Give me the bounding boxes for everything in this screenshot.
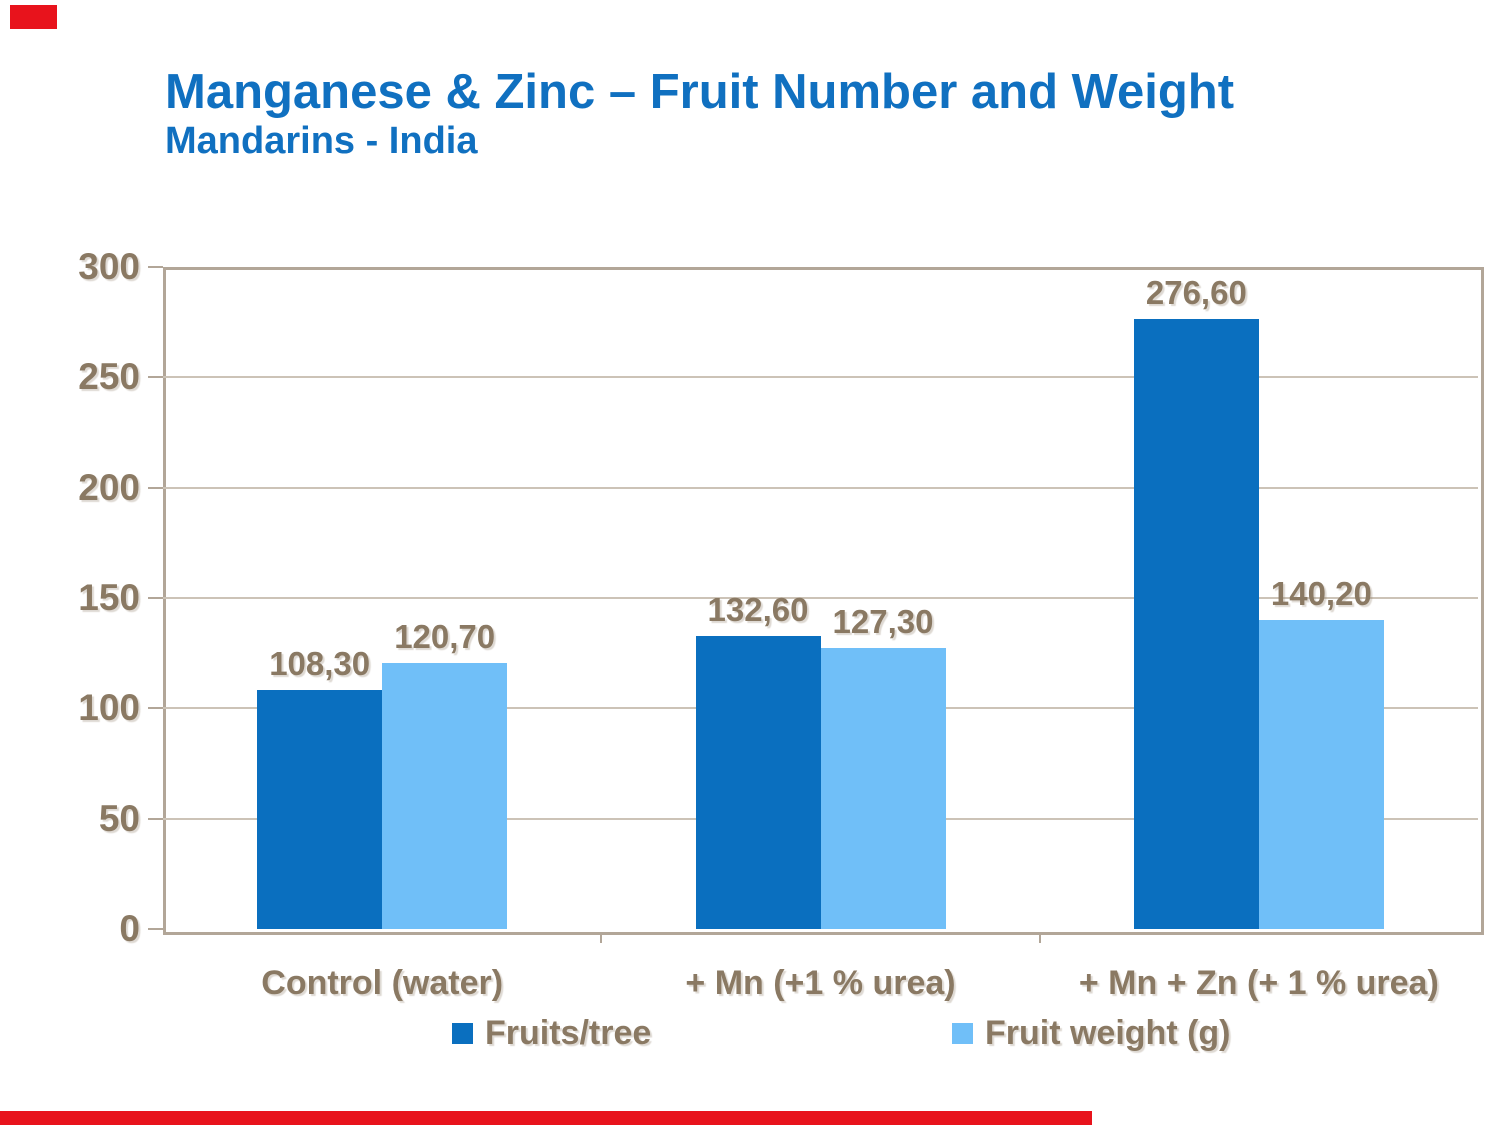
x-axis-category-label: + Mn (+1 % urea) (685, 964, 956, 1002)
y-axis-tick (148, 928, 163, 930)
bar-value-label: 127,30 (832, 603, 934, 641)
bar-fruits-tree (1133, 318, 1259, 929)
x-axis-tick (600, 932, 603, 943)
y-axis-tick-label: 200 (78, 466, 140, 508)
y-axis-tick-label: 100 (78, 687, 140, 729)
legend-item: Fruit weight (g) (952, 1012, 1231, 1054)
y-axis-tick (148, 266, 163, 268)
y-axis-tick (148, 486, 163, 489)
bar-fruits-tree (257, 690, 383, 929)
y-axis-tick (148, 817, 163, 820)
plot-area (163, 267, 1484, 935)
red-footer-bar (0, 1111, 1092, 1125)
bar-fruit-weight-g- (1258, 619, 1384, 929)
bar-fruits-tree (695, 636, 821, 929)
y-axis-tick-label: 300 (78, 246, 140, 287)
bar-value-label: 132,60 (707, 591, 809, 629)
legend-label: Fruits/tree (485, 1014, 652, 1052)
y-axis-tick-label: 250 (78, 356, 140, 398)
bar-fruit-weight-g- (382, 662, 508, 929)
chart-subtitle: Mandarins - India (165, 120, 478, 162)
legend-label: Fruit weight (g) (985, 1014, 1231, 1052)
y-axis-tick-label: 0 (119, 908, 140, 949)
x-axis-category-label: Control (water) (261, 964, 504, 1002)
y-axis-tick (148, 597, 163, 599)
bar-value-label: 120,70 (394, 617, 496, 655)
chart-title: Manganese & Zinc – Fruit Number and Weig… (165, 65, 1235, 119)
bar-value-label: 108,30 (269, 645, 371, 683)
red-corner-mark (10, 5, 57, 29)
y-axis-tick-label: 50 (98, 797, 140, 839)
legend-item: Fruits/tree (452, 1012, 651, 1054)
y-axis-tick (148, 376, 163, 379)
x-axis-tick (1038, 932, 1041, 943)
bar-value-label: 140,20 (1270, 574, 1372, 612)
legend-swatch (952, 1022, 973, 1044)
y-axis-tick (148, 707, 163, 710)
y-axis-tick-label: 150 (78, 577, 140, 618)
gridline (163, 597, 1478, 599)
gridline (163, 376, 1478, 379)
gridline (163, 486, 1478, 489)
bar-value-label: 276,60 (1145, 273, 1247, 311)
bar-fruit-weight-g- (820, 648, 946, 929)
x-axis-category-label: + Mn + Zn (+ 1 % urea) (1078, 964, 1439, 1002)
legend-swatch (452, 1022, 473, 1044)
